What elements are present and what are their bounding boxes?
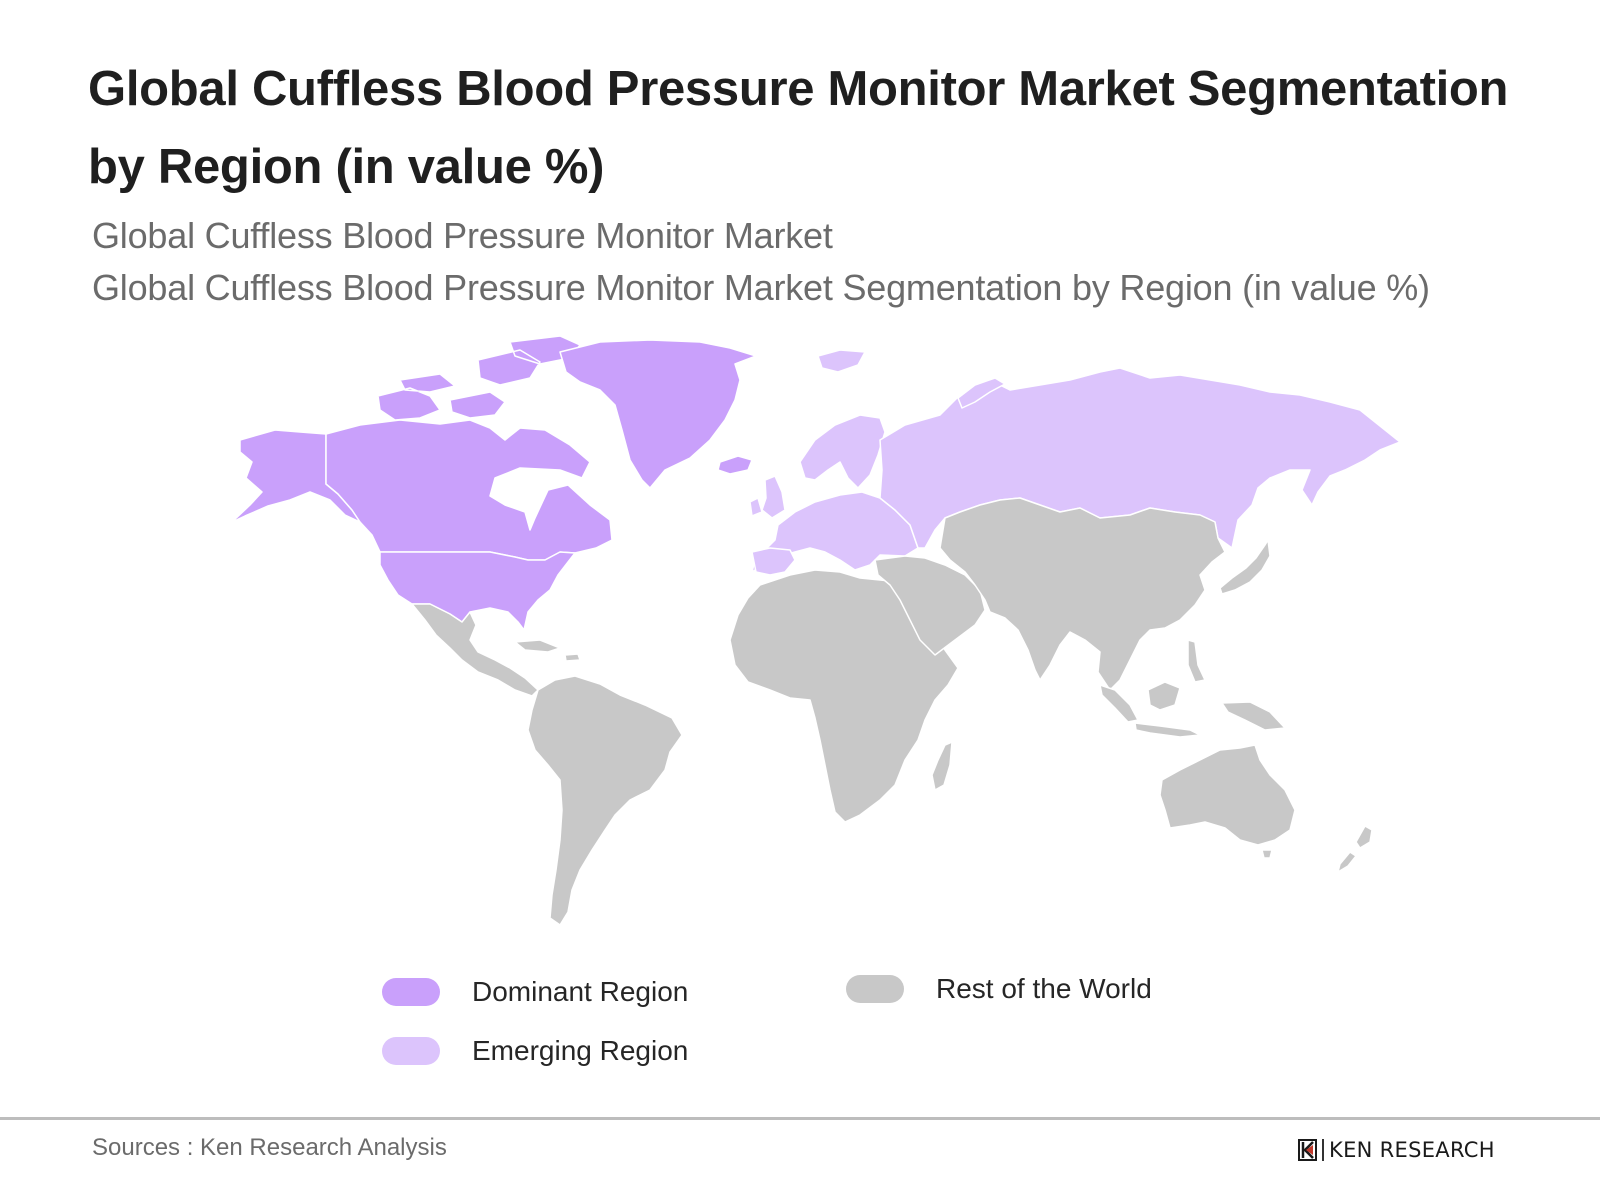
- region-mexico-central-america: [411, 603, 539, 697]
- region-usa: [379, 551, 576, 631]
- region-iberia: [751, 547, 796, 576]
- region-middle-east: [874, 555, 986, 656]
- ken-research-logo-icon: [1298, 1139, 1317, 1161]
- region-canada: [325, 419, 613, 561]
- region-europe: [751, 491, 919, 573]
- region-asia: [939, 497, 1226, 691]
- footer-divider: [0, 1117, 1600, 1120]
- legend-label-dominant: Dominant Region: [472, 976, 689, 1007]
- brand-separator: [1322, 1139, 1324, 1161]
- subtitle-market: Global Cuffless Blood Pressure Monitor M…: [92, 215, 833, 256]
- legend-swatch-dominant: [382, 978, 440, 1006]
- region-australia: [1159, 744, 1296, 859]
- region-new-zealand: [1337, 825, 1373, 873]
- region-madagascar: [931, 741, 953, 791]
- world-map: [231, 335, 1401, 926]
- region-british-isles: [749, 475, 786, 519]
- region-iceland: [717, 455, 753, 475]
- brand-logo: KEN RESEARCH: [1298, 1138, 1495, 1162]
- legend-emerging: Emerging Region: [382, 1035, 688, 1067]
- region-arctic-islands: [377, 335, 581, 421]
- legend-label-rest: Rest of the World: [936, 973, 1152, 1004]
- legend-dominant: Dominant Region: [382, 976, 688, 1008]
- brand-name: KEN RESEARCH: [1329, 1138, 1495, 1162]
- region-novaya-zemlya: [957, 377, 1006, 409]
- chart-title: Global Cuffless Blood Pressure Monitor M…: [88, 62, 1509, 194]
- region-scandinavia: [799, 414, 886, 489]
- region-southeast-asia: [1099, 639, 1286, 738]
- legend-label-emerging: Emerging Region: [472, 1035, 689, 1066]
- region-south-america: [527, 675, 683, 926]
- region-caribbean: [514, 639, 581, 662]
- region-greenland: [559, 339, 757, 489]
- region-svalbard: [817, 349, 866, 373]
- legend-rest: Rest of the World: [846, 973, 1152, 1005]
- source-note: Sources : Ken Research Analysis: [92, 1134, 447, 1161]
- subtitle-segmentation: Global Cuffless Blood Pressure Monitor M…: [92, 267, 1430, 308]
- legend-swatch-rest: [846, 975, 904, 1003]
- region-japan: [1219, 539, 1271, 595]
- legend-swatch-emerging: [382, 1037, 440, 1065]
